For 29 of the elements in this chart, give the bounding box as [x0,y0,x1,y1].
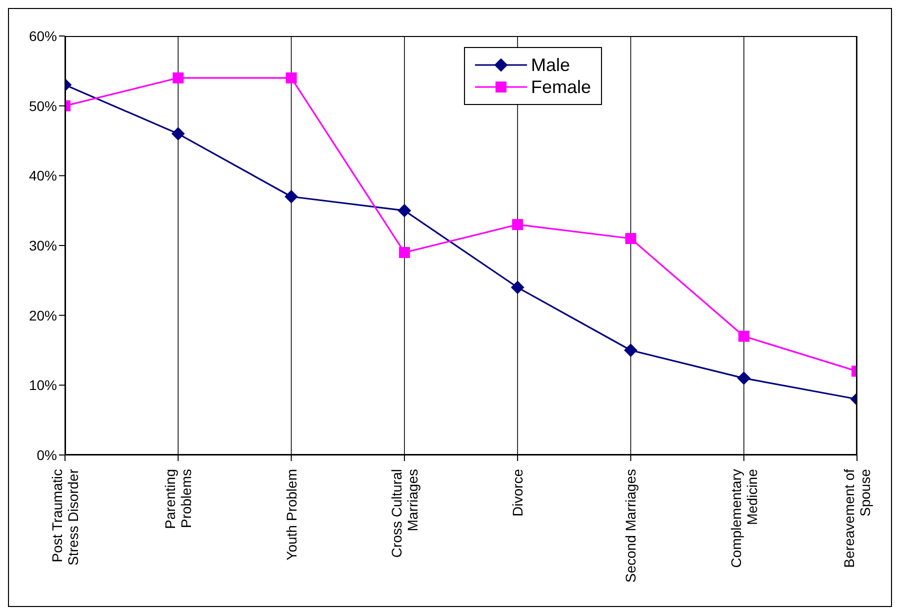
point [286,72,297,84]
point [172,72,184,84]
x-tick-label: Divorce [510,468,526,516]
point [284,190,298,204]
y-tick-label: 40% [28,168,57,184]
point [398,204,411,218]
x-tick-label: Post Traumatic Stress Disorder [49,468,81,566]
point [511,280,524,294]
x-tick-label: Cross Cultural Marriages [388,469,420,558]
point [738,330,750,342]
legend-label: Female [531,76,592,98]
y-tick-label: 20% [28,307,57,324]
y-tick-label: 10% [28,377,57,394]
legend-label: Male [531,54,570,76]
point [737,372,750,385]
x-tick-label: Second Marriages [622,469,639,583]
x-tick-label: Parenting Problems [162,469,194,529]
x-tick-label: Bereavement of Spouse [841,468,873,568]
y-tick-label: 60% [28,28,57,44]
y-tick-label: 0% [36,446,57,463]
x-tick-label: Complementary Medicine [728,468,760,568]
point [624,344,638,357]
y-tick-label: 30% [28,237,57,254]
point [398,246,410,258]
y-tick-label: 50% [28,98,57,114]
x-tick-label: Youth Problem [283,469,300,560]
point [512,219,524,230]
point [625,233,636,244]
point [172,127,185,140]
